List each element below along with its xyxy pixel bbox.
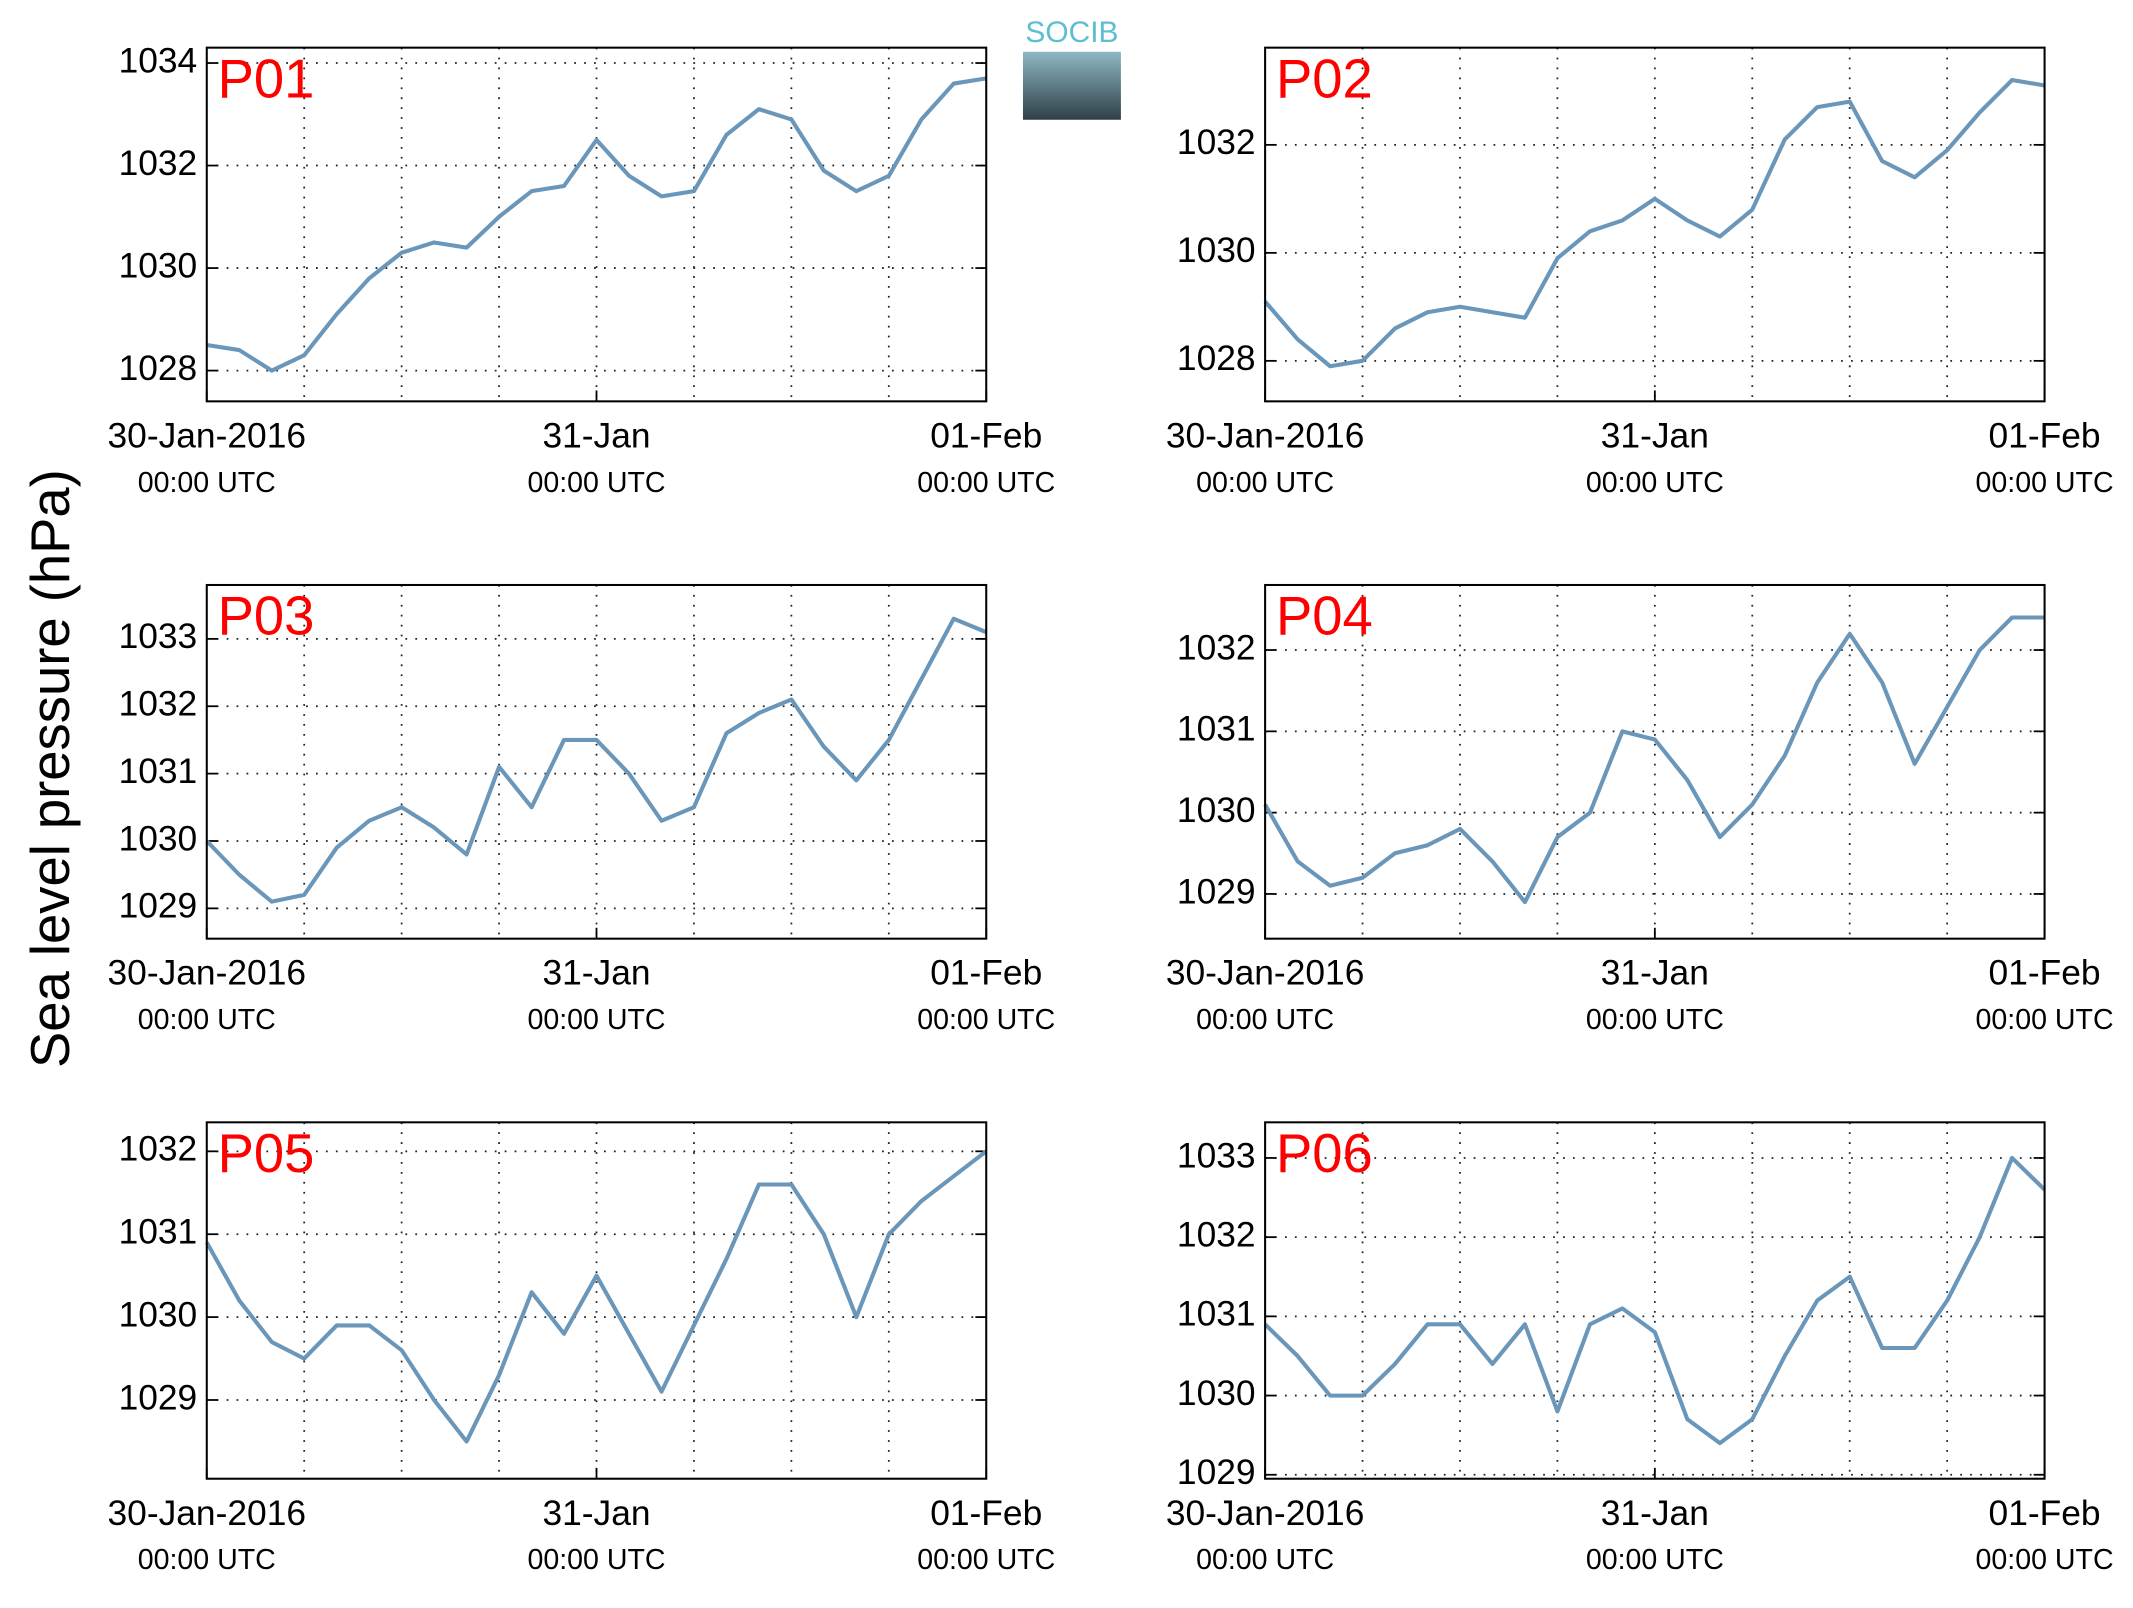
logo-graphic <box>1022 51 1121 120</box>
x-tick-sublabel: 00:00 UTC <box>527 1004 665 1036</box>
data-line <box>1263 77 2045 369</box>
y-tick-label: 1030 <box>119 246 198 285</box>
y-tick-label: 1030 <box>1177 231 1256 270</box>
plot-frame <box>205 46 988 403</box>
panel-title: P04 <box>1276 586 1373 647</box>
y-tick-label: 1029 <box>119 887 198 926</box>
x-tick-label: 31-Jan <box>542 954 650 993</box>
x-tick-sublabel: 00:00 UTC <box>138 467 276 499</box>
plot-frame <box>205 1121 988 1480</box>
y-tick-label: 1031 <box>119 1213 198 1252</box>
y-tick-label: 1034 <box>119 41 198 80</box>
x-tick-label: 31-Jan <box>1601 1494 1709 1533</box>
data-line <box>1263 615 2045 905</box>
x-tick-label: 31-Jan <box>542 1494 650 1533</box>
y-tick-label: 1029 <box>1177 872 1256 911</box>
x-tick-sublabel: 00:00 UTC <box>1586 1544 1724 1576</box>
x-tick-sublabel: 00:00 UTC <box>138 1544 276 1576</box>
y-tick-label: 1028 <box>1177 339 1256 378</box>
x-tick-label: 01-Feb <box>930 1494 1042 1533</box>
y-tick-label: 1033 <box>1177 1136 1256 1175</box>
x-tick-label: 30-Jan-2016 <box>107 416 306 455</box>
data-line <box>206 76 987 373</box>
y-tick-label: 1030 <box>119 1295 198 1334</box>
x-tick-label: 30-Jan-2016 <box>1166 954 1365 993</box>
plot-frame <box>1264 1121 2046 1480</box>
plot-frame <box>1264 583 2046 940</box>
x-tick-label: 01-Feb <box>1989 954 2101 993</box>
panel-title: P02 <box>1276 48 1373 109</box>
y-tick-label: 1030 <box>1177 1374 1256 1413</box>
y-tick-label: 1033 <box>119 617 198 656</box>
y-tick-label: 1030 <box>1177 791 1256 830</box>
x-tick-label: 30-Jan-2016 <box>107 954 306 993</box>
x-tick-label: 30-Jan-2016 <box>107 1494 306 1533</box>
x-tick-sublabel: 00:00 UTC <box>1976 1544 2114 1576</box>
data-line <box>205 616 988 904</box>
x-tick-sublabel: 00:00 UTC <box>1586 1004 1724 1036</box>
y-tick-label: 1031 <box>1177 710 1256 749</box>
y-tick-label: 1032 <box>1177 1216 1256 1255</box>
x-tick-label: 01-Feb <box>1989 416 2101 455</box>
y-tick-label: 1032 <box>1177 123 1256 162</box>
x-tick-label: 01-Feb <box>930 416 1042 455</box>
x-tick-label: 31-Jan <box>1601 954 1709 993</box>
y-tick-label: 1031 <box>119 752 198 791</box>
x-tick-sublabel: 00:00 UTC <box>1976 1004 2114 1036</box>
x-tick-sublabel: 00:00 UTC <box>527 467 665 499</box>
plot-frame <box>1264 46 2046 403</box>
y-tick-label: 1029 <box>1177 1453 1256 1492</box>
x-tick-label: 01-Feb <box>930 954 1042 993</box>
panel-title: P05 <box>218 1123 315 1184</box>
x-tick-sublabel: 00:00 UTC <box>1196 1544 1334 1576</box>
x-tick-sublabel: 00:00 UTC <box>1196 1004 1334 1036</box>
panel-title: P03 <box>218 586 315 647</box>
data-line <box>204 1149 988 1444</box>
x-tick-label: 30-Jan-2016 <box>1166 416 1365 455</box>
y-tick-label: 1031 <box>1177 1295 1256 1334</box>
y-tick-label: 1030 <box>119 819 198 858</box>
x-tick-sublabel: 00:00 UTC <box>1976 467 2114 499</box>
x-tick-sublabel: 00:00 UTC <box>917 1004 1055 1036</box>
x-tick-sublabel: 00:00 UTC <box>917 467 1055 499</box>
x-tick-sublabel: 00:00 UTC <box>917 1544 1055 1576</box>
y-tick-label: 1032 <box>119 1130 198 1169</box>
plot-frame <box>205 583 988 940</box>
y-axis-label: Sea level pressure (hPa) <box>20 469 81 1068</box>
y-tick-label: 1028 <box>119 349 198 388</box>
x-tick-sublabel: 00:00 UTC <box>1196 467 1334 499</box>
x-tick-sublabel: 00:00 UTC <box>138 1004 276 1036</box>
logo-text: SOCIB <box>1025 16 1118 49</box>
data-line <box>1263 1155 2047 1446</box>
x-tick-sublabel: 00:00 UTC <box>527 1544 665 1576</box>
y-tick-label: 1032 <box>119 144 198 183</box>
y-tick-label: 1032 <box>1177 628 1256 667</box>
x-tick-label: 01-Feb <box>1989 1494 2101 1533</box>
y-tick-label: 1032 <box>119 685 198 724</box>
panel-title: P06 <box>1276 1123 1373 1184</box>
x-tick-label: 31-Jan <box>1601 416 1709 455</box>
logo: SOCIB <box>1022 16 1121 120</box>
x-tick-label: 30-Jan-2016 <box>1166 1494 1365 1533</box>
x-tick-sublabel: 00:00 UTC <box>1586 467 1724 499</box>
x-tick-label: 31-Jan <box>542 416 650 455</box>
panel-title: P01 <box>218 48 315 109</box>
y-tick-label: 1029 <box>119 1378 198 1417</box>
